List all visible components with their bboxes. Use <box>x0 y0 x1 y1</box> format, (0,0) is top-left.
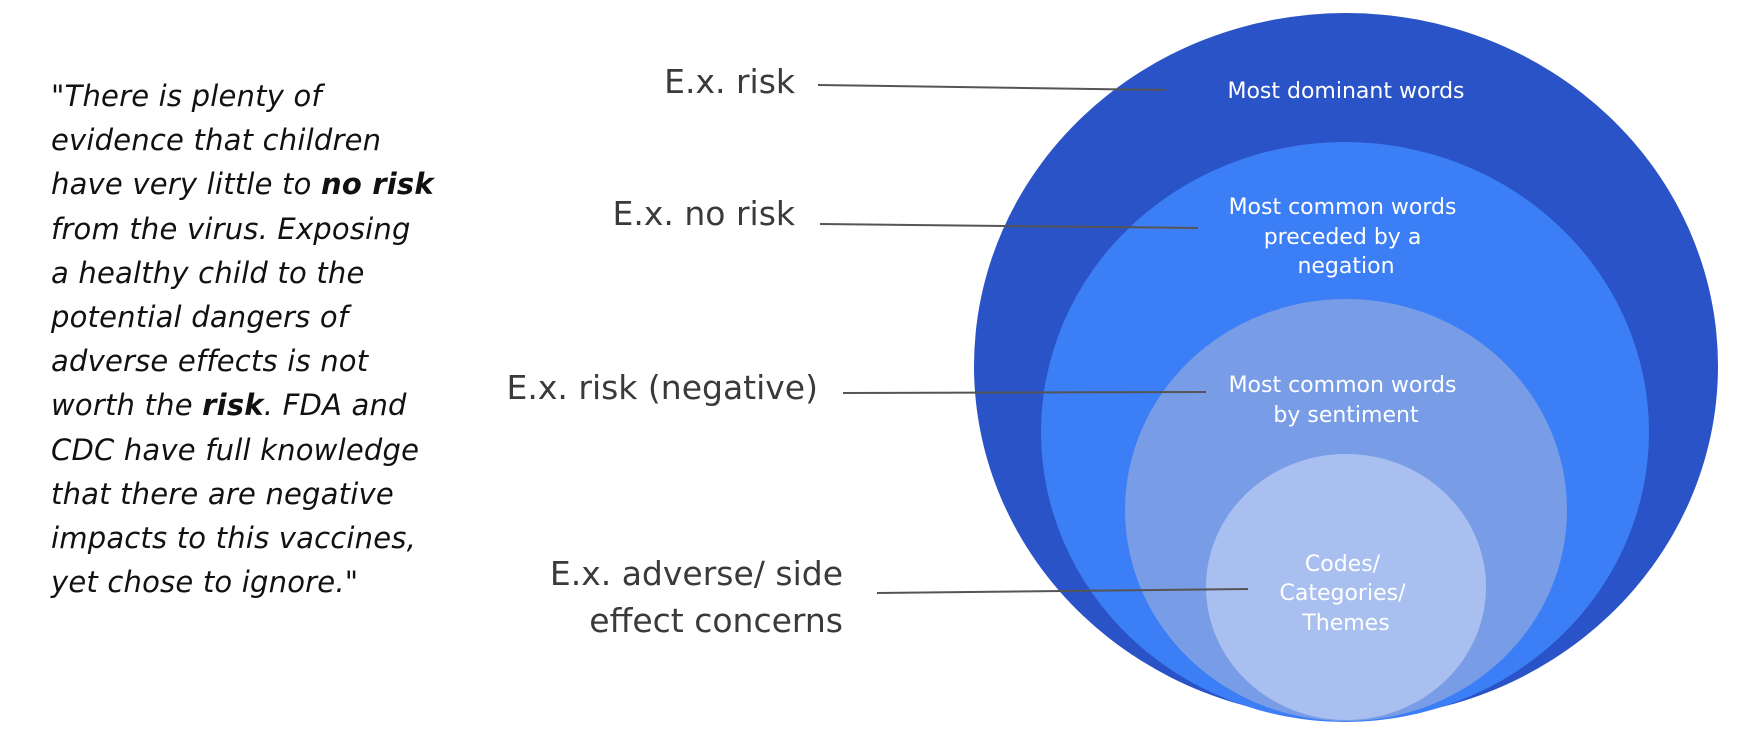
quote-line: potential dangers of <box>51 300 349 335</box>
quote-emphasis-risk: risk <box>202 388 264 423</box>
quote-text: "There is plenty of evidence that childr… <box>51 74 481 604</box>
quote-emphasis-no-risk: no risk <box>320 167 434 202</box>
example-label-risk: E.x. risk <box>664 62 795 101</box>
example-label-adverse-line2: effect concerns <box>589 601 843 640</box>
leader-line-adverse <box>876 588 1249 594</box>
leader-line-no-risk <box>819 223 1199 229</box>
example-label-risk-negative: E.x. risk (negative) <box>506 368 818 407</box>
quote-line: impacts to this vaccines, <box>51 521 417 556</box>
ring-label-most-dominant: Most dominant words <box>1227 79 1464 104</box>
example-label-no-risk: E.x. no risk <box>612 194 795 233</box>
quote-line: adverse effects is not <box>51 344 369 379</box>
leader-line-risk <box>817 84 1166 91</box>
quote-line: yet chose to ignore." <box>51 565 359 600</box>
ring-label-sentiment: Most common words by sentiment <box>1229 373 1464 428</box>
ring-label-negation: Most common words preceded by a negation <box>1229 195 1464 279</box>
quote-line: that there are negative <box>51 476 394 511</box>
leader-line-risk-negative <box>842 391 1207 394</box>
quote-line: from the virus. Exposing <box>51 211 411 246</box>
quote-line: evidence that children <box>51 123 382 158</box>
quote-line: have very little to no risk <box>51 167 434 202</box>
quote-line: "There is plenty of <box>51 79 322 113</box>
example-label-adverse-effects: E.x. adverse/ side effect concerns <box>550 550 843 644</box>
quote-line: CDC have full knowledge <box>51 432 420 467</box>
quote-line: a healthy child to the <box>51 255 365 290</box>
quote-line: worth the risk. FDA and <box>51 388 407 423</box>
example-label-adverse-line1: E.x. adverse/ side <box>549 554 843 593</box>
ring-codes-themes <box>1206 454 1486 720</box>
ring-label-codes-themes: Codes/ Categories/ Themes <box>1280 552 1413 636</box>
